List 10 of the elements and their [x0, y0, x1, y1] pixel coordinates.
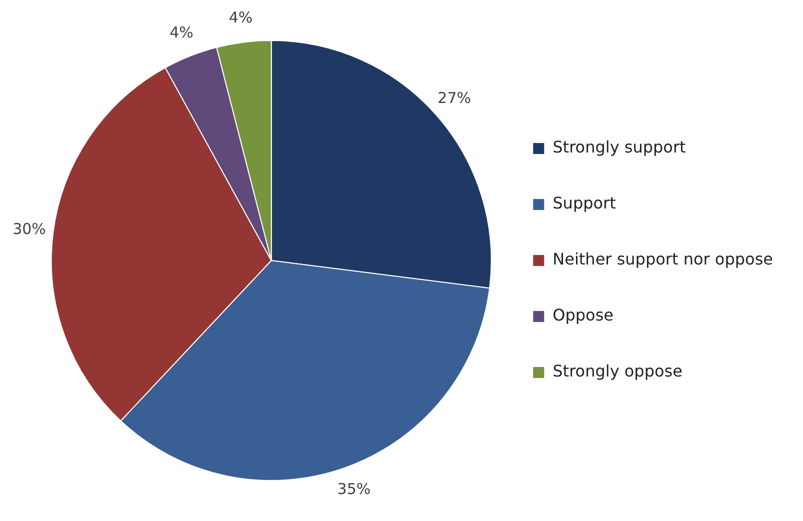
data-label: 4%	[228, 8, 253, 26]
data-label: 35%	[337, 480, 371, 498]
legend-label: Strongly oppose	[552, 362, 682, 381]
data-label: 30%	[12, 220, 46, 238]
legend-label: Neither support nor oppose	[552, 250, 773, 269]
legend-label: Strongly support	[552, 138, 686, 157]
legend-label: Oppose	[552, 306, 614, 325]
legend-label: Support	[552, 194, 616, 213]
data-label: 4%	[170, 24, 194, 42]
data-label: 27%	[438, 89, 472, 108]
